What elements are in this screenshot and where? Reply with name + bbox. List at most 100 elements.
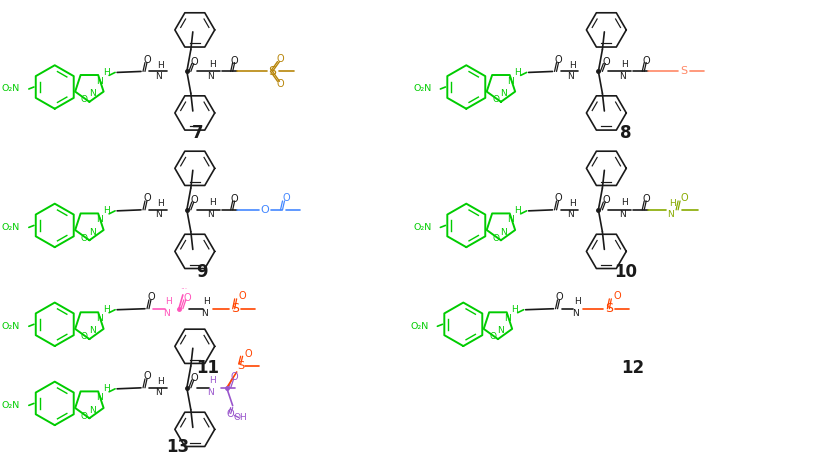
Text: H: H bbox=[621, 60, 627, 69]
Text: N: N bbox=[201, 309, 208, 318]
Text: O: O bbox=[191, 373, 199, 383]
Text: N: N bbox=[208, 388, 214, 397]
Text: O₂N: O₂N bbox=[411, 322, 429, 331]
Text: O: O bbox=[489, 332, 496, 341]
Text: H: H bbox=[209, 377, 216, 385]
Text: H: H bbox=[103, 68, 110, 77]
Text: O: O bbox=[245, 349, 253, 359]
Text: H: H bbox=[209, 198, 216, 207]
Text: N: N bbox=[155, 210, 162, 219]
Text: O: O bbox=[143, 54, 150, 64]
Text: H: H bbox=[158, 377, 165, 387]
Text: N: N bbox=[89, 228, 96, 237]
Text: O: O bbox=[493, 234, 499, 243]
Text: 9: 9 bbox=[196, 263, 208, 281]
Text: O: O bbox=[613, 291, 621, 301]
Text: N: N bbox=[96, 215, 102, 224]
Text: O: O bbox=[143, 193, 150, 203]
Text: N: N bbox=[572, 309, 579, 318]
Text: O: O bbox=[642, 194, 650, 204]
Text: O: O bbox=[277, 53, 284, 64]
Text: S: S bbox=[268, 65, 277, 78]
Text: O₂N: O₂N bbox=[2, 322, 20, 331]
Text: 10: 10 bbox=[614, 263, 637, 281]
Text: O: O bbox=[260, 205, 269, 215]
Text: H: H bbox=[158, 199, 165, 208]
Text: O: O bbox=[238, 291, 247, 301]
Text: N: N bbox=[208, 72, 214, 81]
Text: N: N bbox=[155, 388, 162, 397]
Text: H: H bbox=[165, 298, 172, 306]
Text: O: O bbox=[143, 371, 150, 381]
Text: ···: ··· bbox=[180, 286, 188, 294]
Text: 7: 7 bbox=[191, 124, 203, 143]
Text: O: O bbox=[277, 79, 284, 89]
Text: H: H bbox=[669, 199, 676, 208]
Text: N: N bbox=[567, 72, 574, 81]
Text: O₂N: O₂N bbox=[413, 223, 431, 232]
Text: H: H bbox=[158, 61, 165, 70]
Text: O: O bbox=[227, 409, 234, 419]
Text: 8: 8 bbox=[620, 124, 632, 143]
Text: N: N bbox=[208, 210, 214, 219]
Text: O: O bbox=[81, 234, 88, 243]
Text: O: O bbox=[556, 292, 563, 302]
Text: N: N bbox=[500, 89, 507, 98]
Text: O: O bbox=[555, 54, 563, 64]
Text: O: O bbox=[231, 194, 238, 204]
Text: O: O bbox=[147, 292, 155, 302]
Text: O₂N: O₂N bbox=[2, 401, 20, 410]
Text: O: O bbox=[191, 57, 199, 67]
Text: H: H bbox=[209, 60, 216, 69]
Text: N: N bbox=[164, 309, 170, 318]
Text: O₂N: O₂N bbox=[2, 223, 20, 232]
Text: O: O bbox=[81, 411, 88, 420]
Text: OH: OH bbox=[234, 413, 248, 422]
Text: O: O bbox=[602, 57, 610, 67]
Text: 11: 11 bbox=[196, 359, 219, 377]
Text: N: N bbox=[96, 314, 102, 323]
Text: H: H bbox=[569, 199, 576, 208]
Text: H: H bbox=[204, 298, 210, 306]
Text: O: O bbox=[183, 293, 190, 303]
Text: O: O bbox=[231, 56, 238, 65]
Text: N: N bbox=[666, 210, 673, 219]
Text: N: N bbox=[89, 89, 96, 98]
Text: N: N bbox=[507, 77, 514, 86]
Text: O: O bbox=[81, 95, 88, 104]
Text: H: H bbox=[103, 207, 110, 215]
Text: H: H bbox=[514, 207, 521, 215]
Text: H: H bbox=[511, 305, 518, 314]
Text: S: S bbox=[605, 302, 613, 315]
Text: O: O bbox=[191, 195, 199, 205]
Text: N: N bbox=[96, 393, 102, 402]
Text: O: O bbox=[231, 372, 238, 382]
Text: O₂N: O₂N bbox=[2, 85, 20, 94]
Text: O: O bbox=[602, 195, 610, 205]
Text: N: N bbox=[96, 77, 102, 86]
Text: S: S bbox=[681, 66, 687, 76]
Text: N: N bbox=[619, 210, 626, 219]
Text: N: N bbox=[504, 314, 511, 323]
Text: O: O bbox=[642, 56, 650, 65]
Text: H: H bbox=[514, 68, 521, 77]
Text: O: O bbox=[81, 332, 88, 341]
Text: H: H bbox=[574, 298, 581, 306]
Text: 13: 13 bbox=[165, 438, 189, 456]
Text: N: N bbox=[567, 210, 574, 219]
Text: H: H bbox=[103, 305, 110, 314]
Text: O₂N: O₂N bbox=[413, 85, 431, 94]
Text: H: H bbox=[103, 384, 110, 393]
Text: N: N bbox=[500, 228, 507, 237]
Text: O: O bbox=[681, 193, 688, 203]
Text: O: O bbox=[555, 193, 563, 203]
Text: N: N bbox=[498, 326, 504, 335]
Text: N: N bbox=[507, 215, 514, 224]
Text: O: O bbox=[493, 95, 499, 104]
Text: N: N bbox=[89, 405, 96, 414]
Text: H: H bbox=[621, 198, 627, 207]
Text: 12: 12 bbox=[621, 359, 644, 377]
Text: S: S bbox=[237, 361, 244, 371]
Text: H: H bbox=[569, 61, 576, 70]
Text: S: S bbox=[231, 302, 238, 315]
